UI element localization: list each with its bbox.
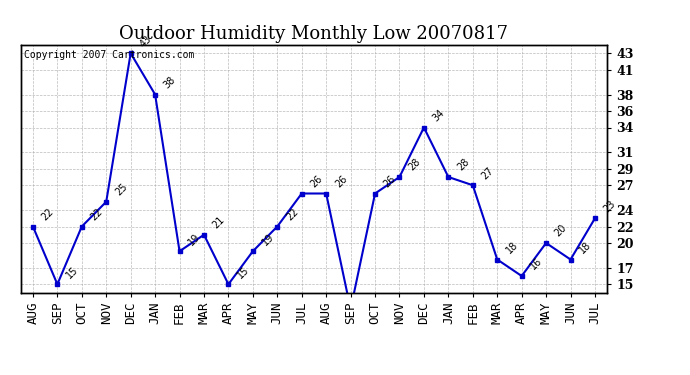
Text: 26: 26 [333, 174, 349, 189]
Text: 34: 34 [431, 108, 446, 123]
Text: 26: 26 [382, 174, 398, 189]
Text: 22: 22 [89, 206, 105, 222]
Text: 20: 20 [553, 223, 569, 239]
Text: 43: 43 [137, 33, 153, 49]
Text: 15: 15 [235, 264, 251, 280]
Text: 28: 28 [406, 157, 422, 173]
Text: 12: 12 [0, 374, 1, 375]
Text: 26: 26 [308, 174, 324, 189]
Text: 16: 16 [529, 256, 544, 272]
Title: Outdoor Humidity Monthly Low 20070817: Outdoor Humidity Monthly Low 20070817 [119, 26, 509, 44]
Text: Copyright 2007 Cartronics.com: Copyright 2007 Cartronics.com [23, 50, 194, 60]
Text: 25: 25 [113, 182, 129, 198]
Text: 28: 28 [455, 157, 471, 173]
Text: 23: 23 [602, 198, 618, 214]
Text: 19: 19 [186, 231, 202, 247]
Text: 15: 15 [64, 264, 80, 280]
Text: 27: 27 [480, 165, 495, 181]
Text: 18: 18 [504, 240, 520, 255]
Text: 21: 21 [211, 215, 227, 231]
Text: 38: 38 [162, 75, 178, 90]
Text: 22: 22 [40, 206, 56, 222]
Text: 19: 19 [260, 231, 275, 247]
Text: 22: 22 [284, 206, 300, 222]
Text: 18: 18 [578, 240, 593, 255]
